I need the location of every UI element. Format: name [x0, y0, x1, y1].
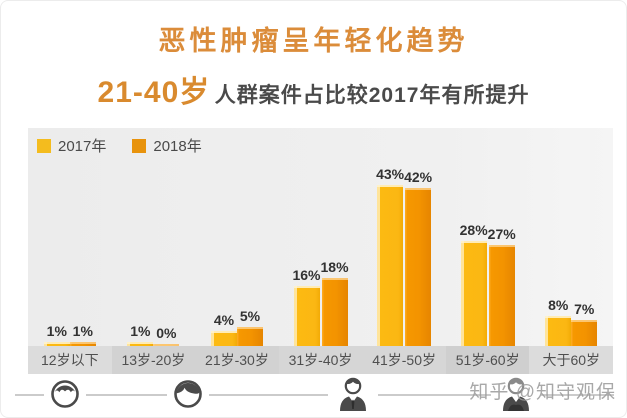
legend-item-2018年: 2018年	[132, 135, 202, 156]
bar-column-2017年: 8%	[545, 297, 572, 346]
bar-group-41岁-50岁: 43% 42%	[362, 128, 446, 346]
elder-icon	[491, 375, 541, 413]
bar-2018年-12岁以下	[69, 342, 96, 346]
bar-pair: 43% 42%	[376, 166, 432, 346]
legend-label: 2018年	[153, 138, 202, 155]
bar-value-label: 42%	[404, 169, 433, 185]
age-icons-footer: 知乎 @知守观保	[1, 375, 626, 417]
bar-pair: 1% 0%	[127, 323, 180, 346]
bar-2017年-41岁-50岁	[377, 185, 404, 346]
bar-column-2018年: 42%	[404, 169, 432, 346]
bar-2018年-13岁-20岁	[153, 344, 180, 346]
baby-icon	[44, 378, 86, 410]
bar-column-2017年: 28%	[460, 222, 488, 346]
bar-2018年-21岁-30岁	[236, 327, 263, 346]
x-axis-label-13岁-20岁: 13岁-20岁	[111, 346, 196, 374]
bar-2017年-13岁-20岁	[127, 342, 154, 346]
timeline-line	[15, 394, 614, 396]
legend-item-2017年: 2017年	[37, 135, 106, 156]
chart-legend: 2017年 2018年	[37, 135, 202, 156]
bar-value-label: 16%	[292, 267, 321, 283]
bar-columns: 1% 1% 1% 0% 4% 5% 16% 18% 43% 42% 28% 27% 8% 7%	[28, 128, 613, 346]
bar-value-label: 0%	[156, 325, 177, 341]
bar-group-12岁以下: 1% 1%	[28, 128, 112, 346]
bar-column-2018年: 7%	[571, 301, 598, 346]
bar-value-label: 43%	[376, 166, 405, 182]
bar-value-label: 1%	[72, 323, 93, 339]
bar-pair: 28% 27%	[460, 222, 516, 346]
bar-column-2018年: 1%	[69, 323, 96, 346]
bar-column-2018年: 5%	[236, 308, 263, 346]
bar-2017年-大于60岁	[545, 316, 572, 346]
bar-value-label: 1%	[130, 323, 151, 339]
watermark: 知乎 @知守观保	[469, 382, 616, 403]
bar-group-21岁-30岁: 4% 5%	[195, 128, 279, 346]
legend-swatch-icon	[37, 138, 51, 153]
legend-label: 2017年	[58, 138, 107, 155]
bar-group-13岁-20岁: 1% 0%	[112, 128, 196, 346]
bar-2018年-31岁-40岁	[321, 278, 348, 346]
bar-2018年-51岁-60岁	[488, 245, 515, 346]
bar-column-2017年: 43%	[376, 166, 404, 346]
bar-group-大于60岁: 8% 7%	[529, 128, 613, 346]
bar-2017年-31岁-40岁	[293, 286, 320, 346]
bar-value-label: 28%	[459, 222, 488, 238]
x-axis-label-21岁-30岁: 21岁-30岁	[195, 346, 279, 374]
bar-column-2017年: 16%	[292, 267, 321, 346]
bar-column-2017年: 1%	[127, 323, 154, 346]
x-axis-label-大于60岁: 大于60岁	[529, 346, 614, 374]
x-axis-label-51岁-60岁: 51岁-60岁	[445, 346, 530, 374]
bar-column-2017年: 1%	[43, 323, 70, 346]
bar-value-label: 4%	[213, 312, 235, 328]
bar-value-label: 18%	[320, 259, 349, 275]
page-subtitle: 21-40岁 人群案件占比较2017年有所提升	[1, 67, 626, 111]
bar-column-2018年: 0%	[153, 325, 180, 346]
child-icon	[167, 378, 209, 410]
bar-pair: 1% 1%	[43, 323, 96, 346]
bar-pair: 8% 7%	[545, 297, 598, 346]
bar-group-31岁-40岁: 16% 18%	[279, 128, 363, 346]
chart-panel: 2017年 2018年 1% 1% 1% 0% 4% 5% 16% 18% 43% 42% 28% 27…	[28, 128, 614, 374]
bar-pair: 4% 5%	[210, 308, 263, 346]
subtitle-text: 人群案件占比较2017年有所提升	[214, 84, 530, 107]
page-title: 恶性肿瘤呈年轻化趋势	[158, 26, 469, 56]
bar-value-label: 7%	[574, 301, 595, 317]
adult-icon	[328, 375, 378, 413]
bar-2018年-大于60岁	[571, 320, 598, 346]
bar-pair: 16% 18%	[292, 259, 349, 346]
bar-column-2017年: 4%	[210, 312, 237, 346]
x-axis-label-12岁以下: 12岁以下	[28, 346, 112, 374]
x-axis-label-41岁-50岁: 41岁-50岁	[362, 346, 446, 374]
bar-2017年-12岁以下	[43, 342, 70, 346]
bar-column-2018年: 18%	[321, 259, 349, 346]
bar-value-label: 8%	[548, 297, 569, 313]
bar-2017年-21岁-30岁	[210, 331, 237, 346]
legend-swatch-icon	[132, 138, 147, 153]
subtitle-highlight: 21-40岁	[97, 76, 211, 109]
bar-2018年-41岁-50岁	[405, 188, 432, 346]
bar-value-label: 1%	[46, 323, 67, 339]
bar-value-label: 5%	[239, 308, 261, 324]
chart-plot-area: 2017年 2018年 1% 1% 1% 0% 4% 5% 16% 18% 43% 42% 28% 27…	[28, 128, 613, 346]
bar-group-51岁-60岁: 28% 27%	[446, 128, 530, 346]
bar-column-2018年: 27%	[488, 226, 516, 346]
bar-2017年-51岁-60岁	[460, 241, 487, 346]
x-axis-band: 12岁以下 13岁-20岁 21岁-30岁 31岁-40岁 41岁-50岁 51岁-60岁…	[28, 346, 614, 374]
x-axis-label-31岁-40岁: 31岁-40岁	[278, 346, 363, 374]
bar-value-label: 27%	[487, 226, 516, 242]
